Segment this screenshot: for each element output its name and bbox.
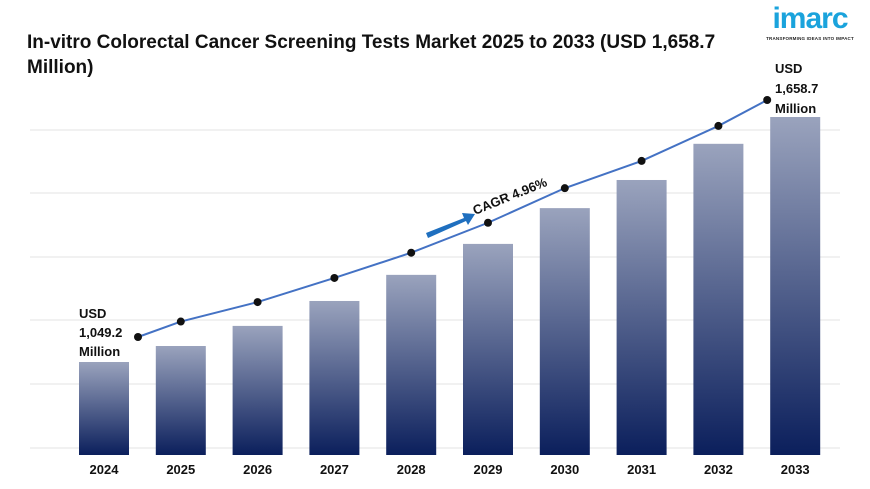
bar-2031 bbox=[616, 179, 667, 455]
trend-marker-2032 bbox=[714, 121, 723, 130]
end-label-line3: Million bbox=[775, 101, 816, 116]
end-label-line2: 1,658.7 bbox=[775, 81, 818, 96]
trend-marker-2033 bbox=[763, 96, 772, 104]
cagr-label: CAGR 4.96% bbox=[471, 174, 550, 218]
bar-2030 bbox=[539, 208, 590, 455]
start-annotation: USD 1,049.2 Million bbox=[79, 306, 122, 359]
x-tick-label: 2025 bbox=[166, 462, 195, 477]
trend-marker-2025 bbox=[176, 317, 185, 326]
trend-marker-2027 bbox=[330, 273, 339, 282]
trend-line bbox=[137, 99, 768, 338]
imarc-logo: imarc TRANSFORMING IDEAS INTO IMPACT bbox=[760, 2, 860, 41]
x-tick-label: 2027 bbox=[320, 462, 349, 477]
trend-marker-2024 bbox=[134, 333, 142, 341]
bar-2027 bbox=[309, 300, 360, 455]
x-tick-label: 2029 bbox=[474, 462, 503, 477]
start-label-line2: 1,049.2 bbox=[79, 325, 122, 340]
cagr-annotation: CAGR 4.96% bbox=[426, 174, 550, 238]
logo-tagline: TRANSFORMING IDEAS INTO IMPACT bbox=[766, 36, 854, 41]
trend-marker-2028 bbox=[407, 248, 416, 257]
bar-2025 bbox=[155, 346, 206, 455]
bar-2033 bbox=[770, 117, 821, 455]
start-label-line1: USD bbox=[79, 306, 106, 321]
bar-2026 bbox=[232, 325, 283, 455]
x-tick-label: 2031 bbox=[627, 462, 656, 477]
x-tick-label: 2028 bbox=[397, 462, 426, 477]
chart-title: In-vitro Colorectal Cancer Screening Tes… bbox=[27, 32, 716, 78]
end-label-line1: USD bbox=[775, 61, 802, 76]
x-tick-label: 2033 bbox=[781, 462, 810, 477]
x-tick-label: 2030 bbox=[550, 462, 579, 477]
x-tick-label: 2024 bbox=[90, 462, 120, 477]
cagr-arrow-icon bbox=[426, 213, 475, 238]
trend-marker-2031 bbox=[637, 156, 646, 165]
trend-marker-2029 bbox=[484, 218, 492, 227]
trend-marker-2030 bbox=[560, 184, 569, 193]
bar-2029 bbox=[463, 243, 513, 455]
trend-marker-2026 bbox=[253, 298, 262, 307]
x-tick-label: 2032 bbox=[704, 462, 733, 477]
start-label-line3: Million bbox=[79, 344, 120, 359]
logo-brand: imarc bbox=[772, 2, 848, 35]
end-annotation: USD 1,658.7 Million bbox=[775, 61, 818, 116]
bar-2028 bbox=[386, 274, 437, 455]
x-tick-label: 2026 bbox=[243, 462, 272, 477]
bar-2032 bbox=[693, 143, 744, 455]
bar-2024 bbox=[79, 362, 129, 455]
